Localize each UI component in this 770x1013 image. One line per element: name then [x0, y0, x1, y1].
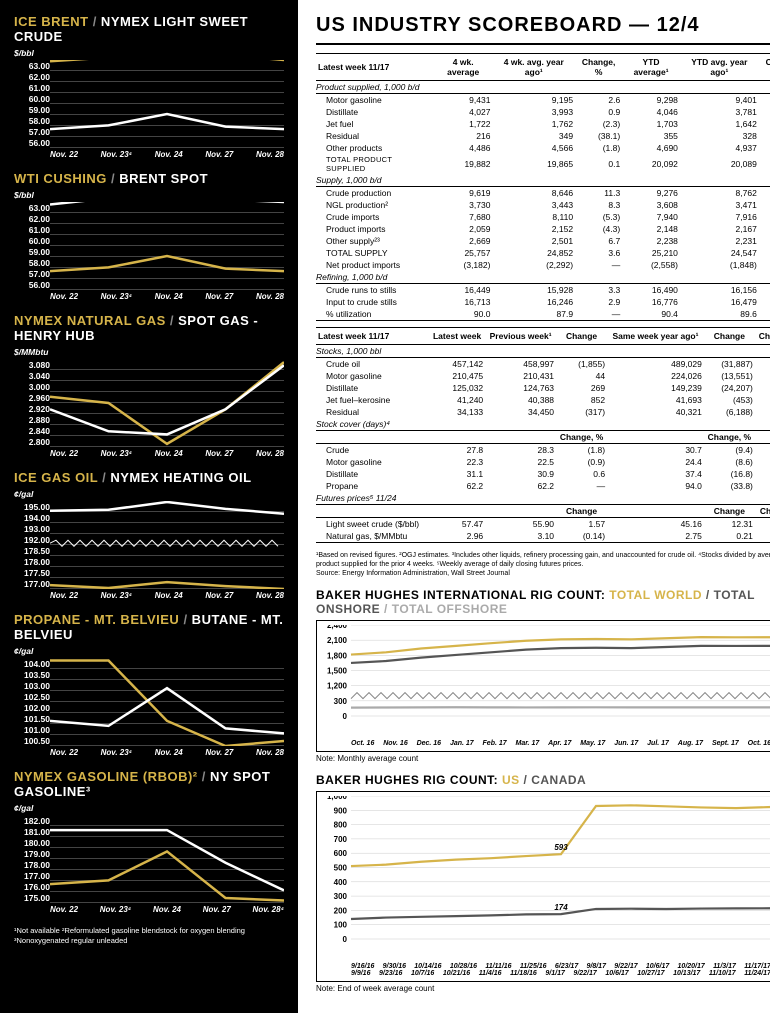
- svg-text:1,500: 1,500: [327, 667, 348, 676]
- svg-text:593: 593: [554, 843, 568, 852]
- svg-text:200: 200: [334, 907, 348, 916]
- scoreboard-table-1: Latest week 11/174 wk. average4 wk. avg.…: [316, 53, 770, 323]
- table-row: Jet fuel1,7221,762(2.3)1,7031,6423.7: [316, 118, 770, 130]
- table-row: Crude production9,6198,64611.39,2768,762…: [316, 187, 770, 200]
- table-row: Motor gasoline9,4319,1952.69,2989,401(1.…: [316, 94, 770, 107]
- table-row: Crude runs to stills16,44915,9283.316,49…: [316, 284, 770, 297]
- bh-uscan-chart: 1,00090080070060050040030020010009235932…: [316, 791, 770, 982]
- svg-text:2,400: 2,400: [327, 625, 348, 630]
- svg-text:2,100: 2,100: [327, 636, 348, 645]
- table-row: Product imports2,0592,152(4.3)2,1482,167…: [316, 223, 770, 235]
- bh-uscan-title: BAKER HUGHES RIG COUNT: US / CANADA: [316, 773, 770, 787]
- left-footnote: ¹Not available ²Reformulated gasoline bl…: [14, 926, 284, 946]
- bh-intl-chart: 2,4002,1001,8001,5001,20030002,0771,8502…: [316, 620, 770, 752]
- left-panel: ICE BRENT / NYMEX LIGHT SWEET CRUDE $/bb…: [0, 0, 298, 1013]
- mini-chart: PROPANE - MT. BELVIEU / BUTANE - MT. BEL…: [14, 612, 284, 757]
- svg-text:400: 400: [334, 878, 348, 887]
- svg-text:600: 600: [334, 849, 348, 858]
- table-row: % utilization90.087.9—90.489.6—: [316, 308, 770, 321]
- table-row: NGL production²3,7303,4438.33,6083,4713.…: [316, 199, 770, 211]
- table-row: Distillate4,0273,9930.94,0463,7817.0: [316, 106, 770, 118]
- svg-text:800: 800: [334, 821, 348, 830]
- table-row: Residual34,13334,450(317)40,321(6,188)(1…: [316, 406, 770, 418]
- table-row: Net product imports(3,182)(2,292)—(2,558…: [316, 259, 770, 271]
- svg-text:300: 300: [334, 697, 348, 706]
- mini-chart: NYMEX GASOLINE (RBOB)² / NY SPOT GASOLIN…: [14, 769, 284, 914]
- mini-chart: NYMEX NATURAL GAS / SPOT GAS - HENRY HUB…: [14, 313, 284, 458]
- scoreboard-table-2: Latest week 11/17Latest weekPrevious wee…: [316, 327, 770, 545]
- svg-text:1,800: 1,800: [327, 652, 348, 661]
- mini-chart: WTI CUSHING / BRENT SPOT $/bbl 63.0062.0…: [14, 171, 284, 301]
- bh-uscan-note: Note: End of week average count: [316, 984, 770, 993]
- scoreboard-header: US INDUSTRY SCOREBOARD — 12/4: [316, 14, 770, 45]
- right-panel: US INDUSTRY SCOREBOARD — 12/4 Latest wee…: [298, 0, 770, 1013]
- svg-text:0: 0: [343, 712, 348, 721]
- table-row: Jet fuel–kerosine41,24040,38885241,693(4…: [316, 394, 770, 406]
- table-row: Motor gasoline22.322.5(0.9)24.4(8.6): [316, 456, 770, 468]
- table-row: Crude27.828.3(1.8)30.7(9.4): [316, 444, 770, 457]
- bh-intl-note: Note: Monthly average count: [316, 754, 770, 763]
- svg-text:1,200: 1,200: [327, 682, 348, 691]
- table-row: Motor gasoline210,475210,43144224,026(13…: [316, 370, 770, 382]
- svg-text:1,000: 1,000: [327, 796, 348, 801]
- bh-intl-title: BAKER HUGHES INTERNATIONAL RIG COUNT: TO…: [316, 588, 770, 616]
- mini-chart: ICE GAS OIL / NYMEX HEATING OIL ¢/gal 19…: [14, 470, 284, 600]
- svg-text:900: 900: [334, 807, 348, 816]
- svg-text:300: 300: [334, 892, 348, 901]
- table-row: Distillate31.130.90.637.4(16.8): [316, 468, 770, 480]
- table-row: Propane62.262.2—94.0(33.8): [316, 480, 770, 492]
- right-footnote: ¹Based on revised figures. ²OGJ estimate…: [316, 551, 770, 578]
- table-row: Distillate125,032124,763269149,239(24,20…: [316, 382, 770, 394]
- svg-text:0: 0: [343, 935, 348, 944]
- svg-text:100: 100: [334, 921, 348, 930]
- table-row: Input to crude stills16,71316,2462.916,7…: [316, 296, 770, 308]
- mini-chart: ICE BRENT / NYMEX LIGHT SWEET CRUDE $/bb…: [14, 14, 284, 159]
- svg-text:174: 174: [554, 903, 568, 912]
- table-row: Other supply²³2,6692,5016.72,2382,2310.3: [316, 235, 770, 247]
- table-row: Other products4,4864,566(1.8)4,6904,937(…: [316, 142, 770, 154]
- svg-text:500: 500: [334, 864, 348, 873]
- table-row: Crude oil457,142458,997(1,855)489,029(31…: [316, 358, 770, 371]
- table-row: Natural gas, $/MMbtu2.963.10(0.14)2.750.…: [316, 530, 770, 543]
- table-row: TOTAL SUPPLY25,75724,8523.625,21024,5472…: [316, 247, 770, 259]
- table-row: Residual216349(38.1)3553288.2: [316, 130, 770, 142]
- svg-text:700: 700: [334, 835, 348, 844]
- table-row: Light sweet crude ($/bbl)57.4755.901.574…: [316, 518, 770, 531]
- table-row: Crude imports7,6808,110(5.3)7,9407,9160.…: [316, 211, 770, 223]
